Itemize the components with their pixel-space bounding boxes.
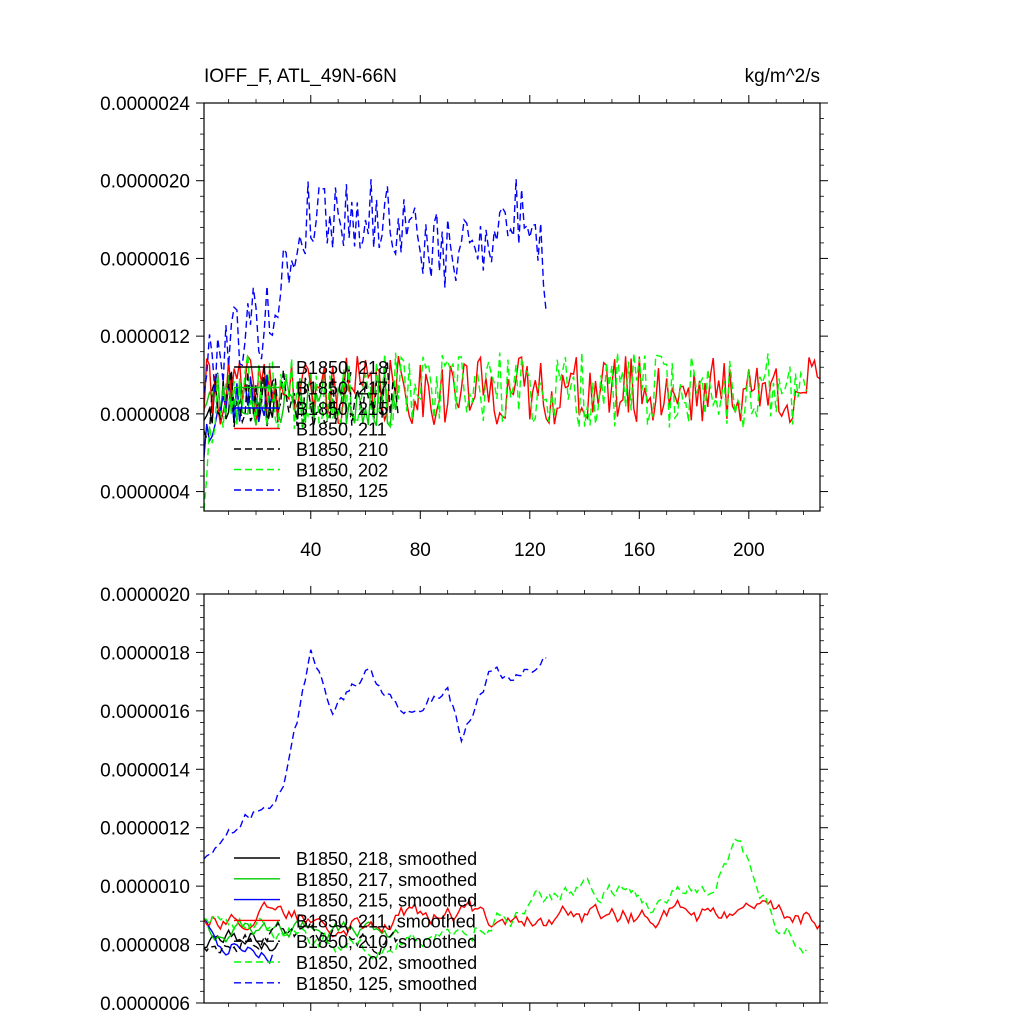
y-tick-label: 0.0000020	[100, 585, 190, 606]
bottom-axis-layer: 0.0000006 0.0000008 0.0000010 0.0000012 0.00…	[100, 585, 828, 1015]
series-line-bottom-5	[204, 838, 807, 962]
legend-label: B1850, 218, smoothed	[296, 849, 477, 869]
legend-label: B1850, 211, smoothed	[296, 911, 476, 931]
y-tick-label: 0.0000008	[100, 405, 190, 426]
top-axis-layer: 40 80 120 160 200 0.0000004 0.0000008 0.0000012…	[100, 94, 828, 561]
top-series-layer	[204, 179, 820, 511]
series-line-bottom-2	[204, 918, 274, 965]
y-tick-label: 0.0000014	[100, 760, 190, 781]
legend-label: B1850, 218	[296, 358, 388, 378]
legend-label: B1850, 215, smoothed	[296, 891, 477, 911]
y-tick-label: 0.0000010	[100, 877, 190, 898]
bottom-panel: 0.0000006 0.0000008 0.0000010 0.0000012 0.00…	[100, 585, 828, 1015]
x-tick-label: 80	[410, 540, 431, 561]
legend-label: B1850, 125	[296, 481, 388, 501]
series-line-top-5	[204, 352, 807, 511]
legend-label: B1850, 125, smoothed	[296, 974, 477, 994]
top-panel-units: kg/m^2/s	[745, 66, 820, 87]
legend-label: B1850, 211	[296, 420, 387, 440]
legend-label: B1850, 202, smoothed	[296, 953, 477, 973]
series-line-bottom-3	[204, 898, 820, 938]
series-line-bottom-4	[204, 920, 399, 958]
y-tick-label: 0.0000018	[100, 643, 190, 664]
y-tick-label: 0.0000008	[100, 936, 190, 957]
top-panel-title: IOFF_F, ATL_49N-66N	[204, 66, 397, 87]
legend-label: B1850, 217	[296, 379, 388, 399]
x-tick-label: 40	[300, 540, 321, 561]
y-tick-label: 0.0000016	[100, 702, 190, 723]
plot-frame	[203, 593, 821, 1004]
plot-frame	[203, 102, 821, 512]
top-panel: IOFF_F, ATL_49N-66N kg/m^2/s 40 80 120 160 2…	[100, 66, 828, 561]
series-line-top-6	[204, 179, 547, 394]
series-line-bottom-6	[204, 649, 547, 860]
x-tick-label: 160	[623, 540, 655, 561]
y-tick-label: 0.0000004	[100, 483, 190, 504]
legend-label: B1850, 202	[296, 461, 388, 481]
legend-label: B1850, 210	[296, 440, 388, 460]
legend-label: B1850, 210, smoothed	[296, 932, 477, 952]
y-tick-label: 0.0000024	[100, 94, 190, 115]
legend-label: B1850, 217, smoothed	[296, 870, 477, 890]
x-tick-label: 120	[514, 540, 546, 561]
y-tick-label: 0.0000012	[100, 819, 190, 840]
x-tick-label: 200	[733, 540, 765, 561]
series-line-bottom-1	[204, 917, 399, 944]
y-tick-label: 0.0000016	[100, 249, 190, 270]
y-tick-label: 0.0000020	[100, 172, 190, 193]
legend-label: B1850, 215	[296, 399, 388, 419]
y-tick-label: 0.0000006	[100, 994, 190, 1015]
series-line-top-1	[204, 369, 400, 429]
y-tick-label: 0.0000012	[100, 327, 190, 348]
